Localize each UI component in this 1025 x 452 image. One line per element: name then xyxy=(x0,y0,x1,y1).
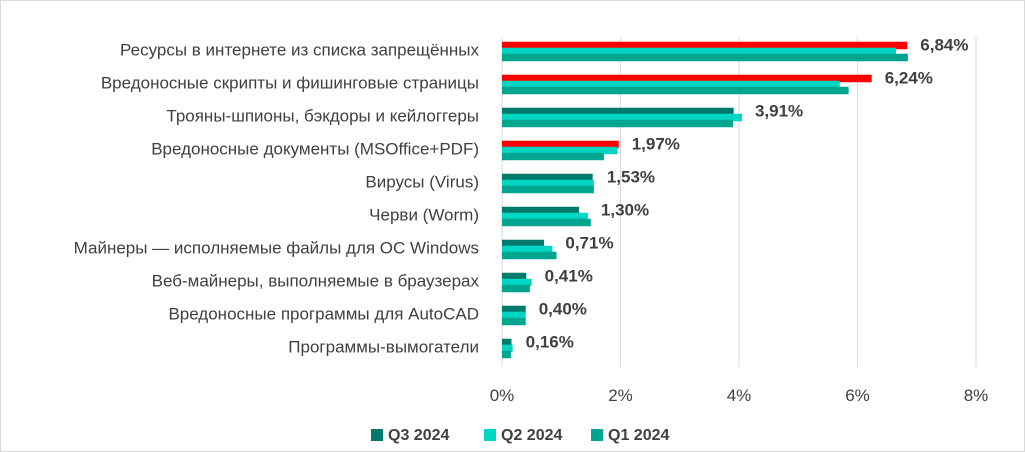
category-label: Черви (Worm) xyxy=(369,206,479,225)
bar-q2-2024 xyxy=(502,311,526,320)
category-label: Веб-майнеры, выполняемые в браузерах xyxy=(152,272,480,291)
category-label: Ресурсы в интернете из списка запрещённы… xyxy=(120,41,479,60)
legend-label: Q1 2024 xyxy=(608,427,669,444)
bar-q2-2024 xyxy=(502,212,588,221)
bar-q3-2024 xyxy=(502,239,545,248)
bar-q2-2024 xyxy=(502,344,513,353)
data-label: 0,71% xyxy=(565,234,613,253)
bar-q1-2024 xyxy=(502,350,511,359)
category-label: Вредоносные программы для AutoCAD xyxy=(168,305,479,324)
bar-q3-2024 xyxy=(502,41,908,50)
legend-swatch xyxy=(371,429,383,441)
bar-q3-2024 xyxy=(502,305,526,314)
data-label: 1,97% xyxy=(632,135,680,154)
category-label: Трояны-шпионы, бэкдоры и кейлоггеры xyxy=(166,107,479,126)
x-tick-label: 0% xyxy=(490,386,515,405)
bar-q2-2024 xyxy=(502,113,742,122)
legend-swatch xyxy=(591,429,603,441)
bar-q2-2024 xyxy=(502,47,897,56)
x-tick-label: 8% xyxy=(964,386,989,405)
data-label: 6,24% xyxy=(885,69,933,88)
bar-q3-2024 xyxy=(502,206,580,215)
bar-q1-2024 xyxy=(502,251,557,260)
bar-q1-2024 xyxy=(502,119,734,128)
bar-q1-2024 xyxy=(502,185,594,194)
bar-q3-2024 xyxy=(502,74,872,83)
category-label: Вредоносные скрипты и фишинговые страниц… xyxy=(101,74,479,93)
data-label: 6,84% xyxy=(920,36,968,55)
category-label: Программы-вымогатели xyxy=(288,338,479,357)
bar-q1-2024 xyxy=(502,317,526,326)
bar-q3-2024 xyxy=(502,338,512,347)
x-tick-label: 6% xyxy=(845,386,870,405)
data-label: 0,40% xyxy=(539,300,587,319)
data-label: 3,91% xyxy=(755,102,803,121)
bar-q3-2024 xyxy=(502,272,527,281)
category-label: Вредоносные документы (MSOffice+PDF) xyxy=(151,140,479,159)
data-label: 1,53% xyxy=(607,168,655,187)
category-label: Майнеры — исполняемые файлы для ОС Windo… xyxy=(74,239,479,258)
bar-q2-2024 xyxy=(502,278,532,287)
bar-q2-2024 xyxy=(502,146,618,155)
bar-q1-2024 xyxy=(502,86,849,95)
legend-label: Q3 2024 xyxy=(388,427,449,444)
bar-q3-2024 xyxy=(502,173,593,182)
bar-q2-2024 xyxy=(502,245,553,254)
bar-q1-2024 xyxy=(502,152,604,161)
bar-q2-2024 xyxy=(502,179,594,188)
legend-swatch xyxy=(484,429,496,441)
bar-q1-2024 xyxy=(502,53,908,62)
category-label: Вирусы (Virus) xyxy=(365,173,479,192)
x-tick-label: 4% xyxy=(727,386,752,405)
data-label: 0,41% xyxy=(545,267,593,286)
x-tick-label: 2% xyxy=(608,386,633,405)
data-label: 1,30% xyxy=(601,201,649,220)
data-label: 0,16% xyxy=(526,333,574,352)
bar-q3-2024 xyxy=(502,107,734,116)
legend-label: Q2 2024 xyxy=(501,427,562,444)
bar-q1-2024 xyxy=(502,218,591,227)
bar-q3-2024 xyxy=(502,140,619,149)
bar-q2-2024 xyxy=(502,80,840,89)
bar-q1-2024 xyxy=(502,284,530,293)
